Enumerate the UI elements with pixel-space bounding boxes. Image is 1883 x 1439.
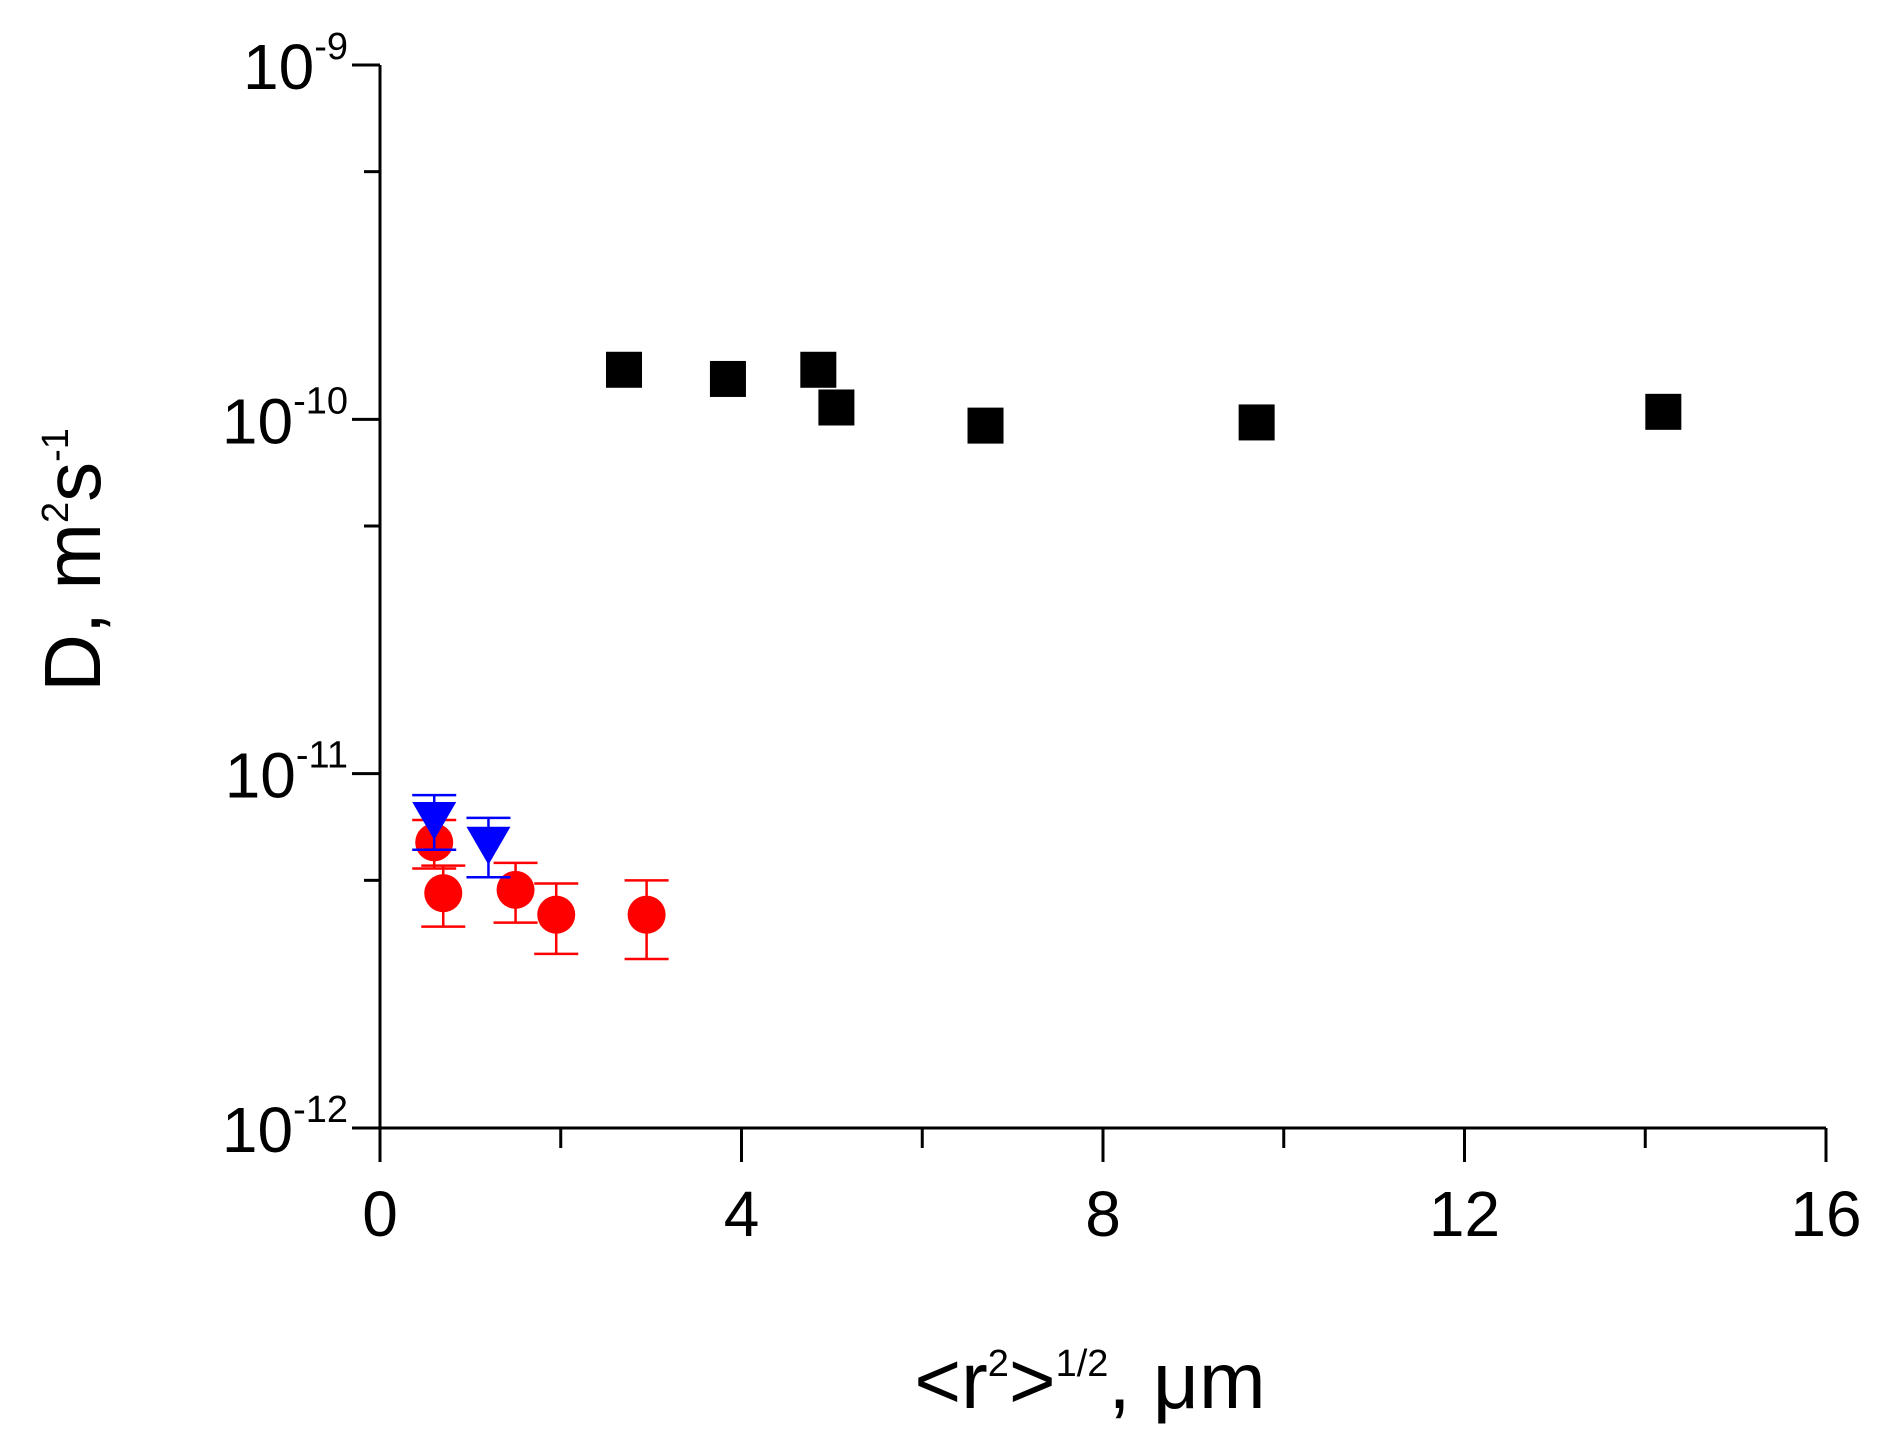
y-tick-label: 10-11 [225,735,348,812]
y-tick-label: 10-9 [243,26,348,103]
circle-point [627,895,666,934]
x-tick-label: 12 [1429,1178,1500,1250]
y-tick-label: 10-10 [222,380,348,457]
square-point [967,407,1004,444]
square-point [818,389,855,426]
square-point [1645,393,1682,430]
square-point [1238,404,1275,441]
tick-labels: 0 4 8 12 16 10-12 10-11 10-10 10-9 [222,26,1862,1250]
triangle-point [412,802,457,841]
y-tick-label: 10-12 [222,1089,348,1166]
x-axis-title: <r2>1/2, μm [914,1336,1265,1425]
circle-point [537,895,576,934]
x-tick-label: 16 [1790,1178,1861,1250]
axes-layer [352,63,1828,1162]
x-tick-label: 0 [362,1178,398,1250]
x-tick-label: 8 [1085,1178,1121,1250]
square-point [709,360,746,397]
triangle-point [466,826,511,865]
x-tick-label: 4 [724,1178,760,1250]
square-point [800,351,837,388]
circle-point [424,874,463,913]
square-point [606,351,643,388]
y-axis-title: D, m2s-1 [28,428,117,692]
circle-point [496,870,535,909]
data-marks [412,351,1682,961]
